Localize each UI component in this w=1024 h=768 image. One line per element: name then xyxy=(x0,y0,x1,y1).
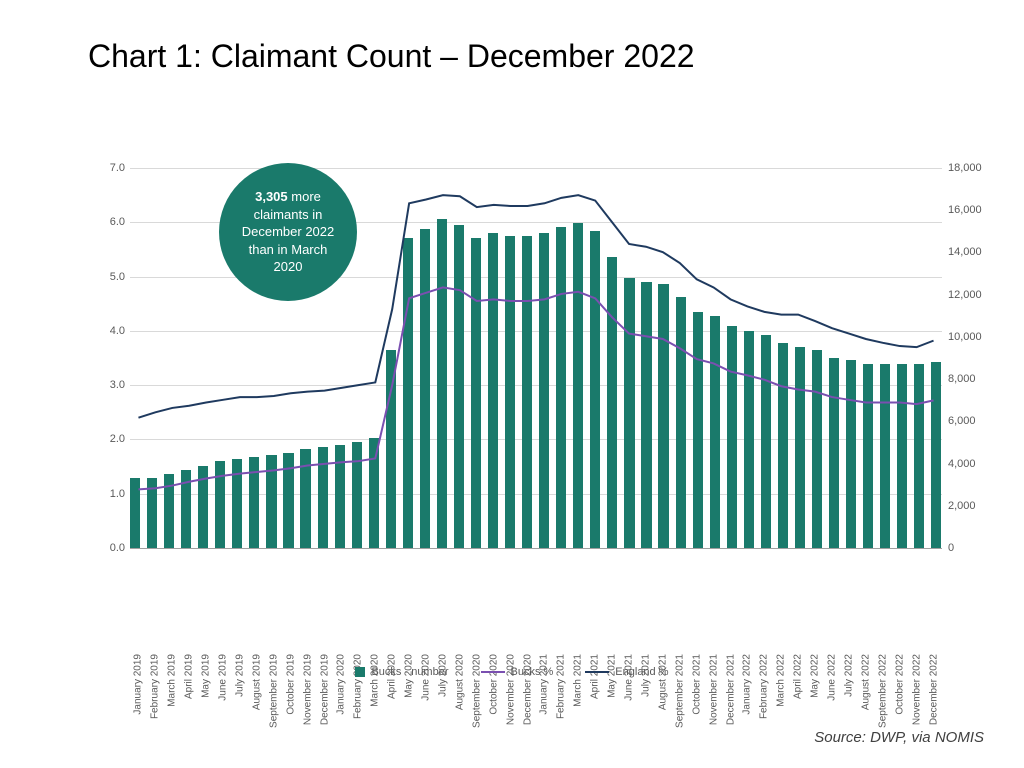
chart-legend: Bucks - number Bucks % England % xyxy=(0,666,1024,678)
legend-swatch xyxy=(481,671,505,673)
legend-label: Bucks % xyxy=(511,666,554,678)
callout-bubble: 3,305 more claimants in December 2022 th… xyxy=(219,163,357,301)
legend-item: Bucks % xyxy=(481,666,554,678)
y-left-axis-labels: 0.01.02.03.04.05.06.07.0 xyxy=(95,168,125,548)
y-right-axis-labels: 02,0004,0006,0008,00010,00012,00014,0001… xyxy=(948,168,998,548)
legend-swatch xyxy=(585,671,609,673)
legend-label: Bucks - number xyxy=(371,666,448,678)
legend-item: England % xyxy=(585,666,668,678)
legend-item: Bucks - number xyxy=(355,666,448,678)
line-series xyxy=(138,287,933,489)
chart-title: Chart 1: Claimant Count – December 2022 xyxy=(88,38,695,75)
callout-bold: 3,305 xyxy=(255,189,288,204)
legend-label: England % xyxy=(615,666,668,678)
legend-swatch xyxy=(355,667,365,677)
callout-text: 3,305 more claimants in December 2022 th… xyxy=(237,188,339,276)
x-axis-labels: January 2019February 2019March 2019April… xyxy=(130,552,942,662)
chart-source: Source: DWP, via NOMIS xyxy=(814,729,984,746)
